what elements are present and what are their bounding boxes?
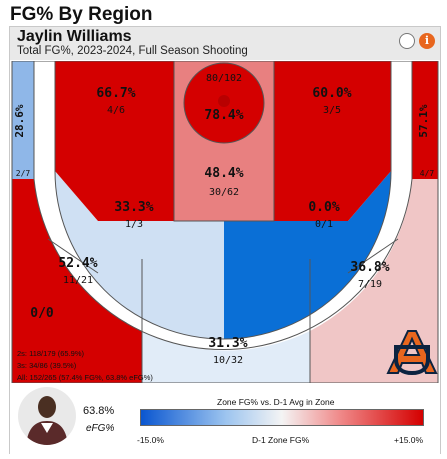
toggle-button[interactable]: [399, 33, 415, 49]
zone-pct-right-long-two: 60.0%: [312, 86, 351, 101]
right-wing-divider: [347, 238, 399, 274]
zone-pct-left-wing-three: 52.4%: [58, 256, 97, 271]
zone-pct-right-wing-three: 36.8%: [350, 260, 389, 275]
zone-left-corner-three[interactable]: [12, 61, 34, 179]
efg-value: 63.8%: [83, 405, 115, 417]
zone-made-att-left-corner-three: 2/7: [16, 169, 31, 178]
zone-right-long-two[interactable]: [274, 61, 391, 221]
zone-made-att-top-key-three: 10/32: [213, 355, 243, 366]
legend-mid-label: D-1 Zone FG%: [252, 435, 310, 445]
rim-circle: [183, 62, 265, 144]
hoop-icon: [218, 95, 230, 107]
zone-made-att-right-corner-three: 4/7: [420, 169, 435, 178]
team-logo: [386, 330, 438, 375]
zone-made-att-left-wing-three: 11/21: [63, 275, 93, 286]
player-photo-icon: [26, 396, 68, 445]
card-header: Jaylin Williams Total FG%, 2023-2024, Fu…: [10, 27, 440, 60]
zone-made-att-right-wing-three: 7/19: [358, 279, 382, 290]
zone-made-att-backcourt: 0/0: [30, 306, 54, 321]
zone-pct-left-mid-two: 33.3%: [114, 200, 153, 215]
zone-left-long-two[interactable]: [55, 61, 174, 221]
player-name: Jaylin Williams: [17, 28, 132, 45]
legend-min-label: -15.0%: [137, 435, 164, 445]
zone-made-att-rim: 80/102: [206, 73, 242, 84]
zone-pct-left-corner-three: 28.6%: [13, 104, 26, 137]
legend-color-bar: [140, 409, 424, 426]
legend-max-label: +15.0%: [394, 435, 424, 445]
zone-pct-rim: 78.4%: [204, 108, 243, 123]
zone-left-mid-two[interactable]: [55, 171, 224, 340]
footer-panel: 63.8% eFG% Zone FG% vs. D-1 Avg in Zone …: [10, 383, 440, 455]
shot-chart-card: Jaylin Williams Total FG%, 2023-2024, Fu…: [9, 26, 441, 455]
all-shot-totals: All: 152/265 (57.4% FG%, 63.8% eFG%): [17, 373, 153, 382]
zone-made-att-paint: 30/62: [209, 187, 239, 198]
zone-made-att-left-mid-two: 1/3: [125, 219, 143, 230]
three-point-arc: [33, 178, 413, 350]
page-title: FG% By Region: [10, 4, 153, 25]
player-avatar: [18, 387, 76, 445]
zone-pct-right-mid-two: 0.0%: [308, 200, 339, 215]
zone-top-key-three[interactable]: [142, 331, 310, 383]
zone-pct-top-key-three: 31.3%: [208, 336, 247, 351]
paint-box: [173, 61, 275, 222]
court-heatmap: 66.7% 4/6 60.0% 3/5 78.4% 80/102 48.4% 30/62 33.…: [11, 61, 439, 383]
legend-title: Zone FG% vs. D-1 Avg in Zone: [217, 397, 335, 407]
zone-pct-right-corner-three: 57.1%: [417, 104, 430, 137]
zone-right-corner-three[interactable]: [412, 61, 438, 179]
zone-right-wing-three[interactable]: [310, 179, 438, 383]
zone-made-att-left-long-two: 4/6: [107, 105, 125, 116]
zone-pct-paint: 48.4%: [204, 166, 243, 181]
mid-range-arc: [54, 61, 392, 340]
court-boundary: [11, 61, 439, 383]
info-icon[interactable]: i: [419, 33, 435, 49]
zone-right-mid-two[interactable]: [224, 171, 392, 339]
efg-label: eFG%: [86, 423, 115, 434]
three-point-totals: 3s: 34/86 (39.5%): [17, 361, 77, 370]
chart-subtitle: Total FG%, 2023-2024, Full Season Shooti…: [17, 45, 248, 57]
zone-made-att-right-long-two: 3/5: [323, 105, 341, 116]
left-wing-divider: [47, 238, 99, 274]
zone-pct-left-long-two: 66.7%: [96, 86, 135, 101]
zone-made-att-right-mid-two: 0/1: [315, 219, 333, 230]
two-point-totals: 2s: 118/179 (65.9%): [17, 349, 84, 358]
